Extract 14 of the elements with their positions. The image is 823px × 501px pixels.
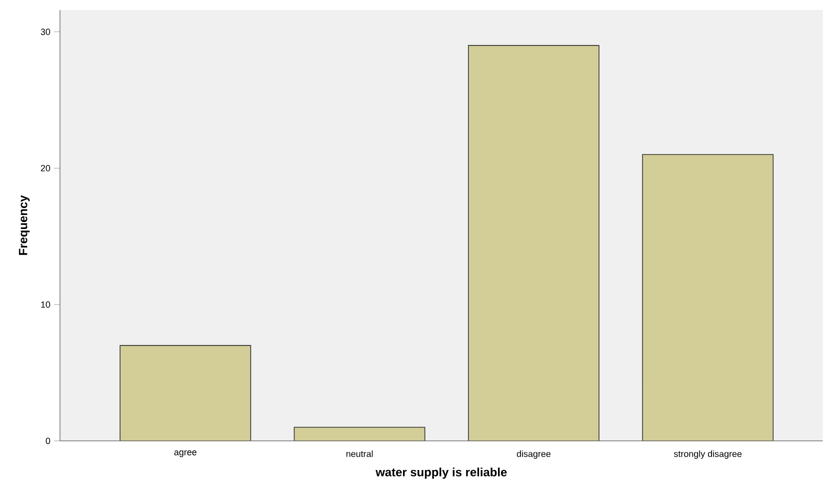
bar xyxy=(468,45,600,441)
y-tick-label: 0 xyxy=(46,438,50,444)
bar xyxy=(294,427,425,441)
y-tick-label: 10 xyxy=(41,301,50,308)
x-tick-label: strongly disagree xyxy=(674,450,742,459)
x-tick-label: neutral xyxy=(346,450,373,458)
x-tick-label: disagree xyxy=(516,450,550,459)
bar xyxy=(120,345,252,441)
y-axis-title: Frequency xyxy=(18,195,30,255)
y-tick-label: 30 xyxy=(40,28,50,36)
x-axis-title: water supply is reliable xyxy=(376,468,507,479)
x-tick-label: agree xyxy=(174,450,196,458)
bar xyxy=(642,154,774,441)
y-tick-label: 20 xyxy=(40,165,50,172)
